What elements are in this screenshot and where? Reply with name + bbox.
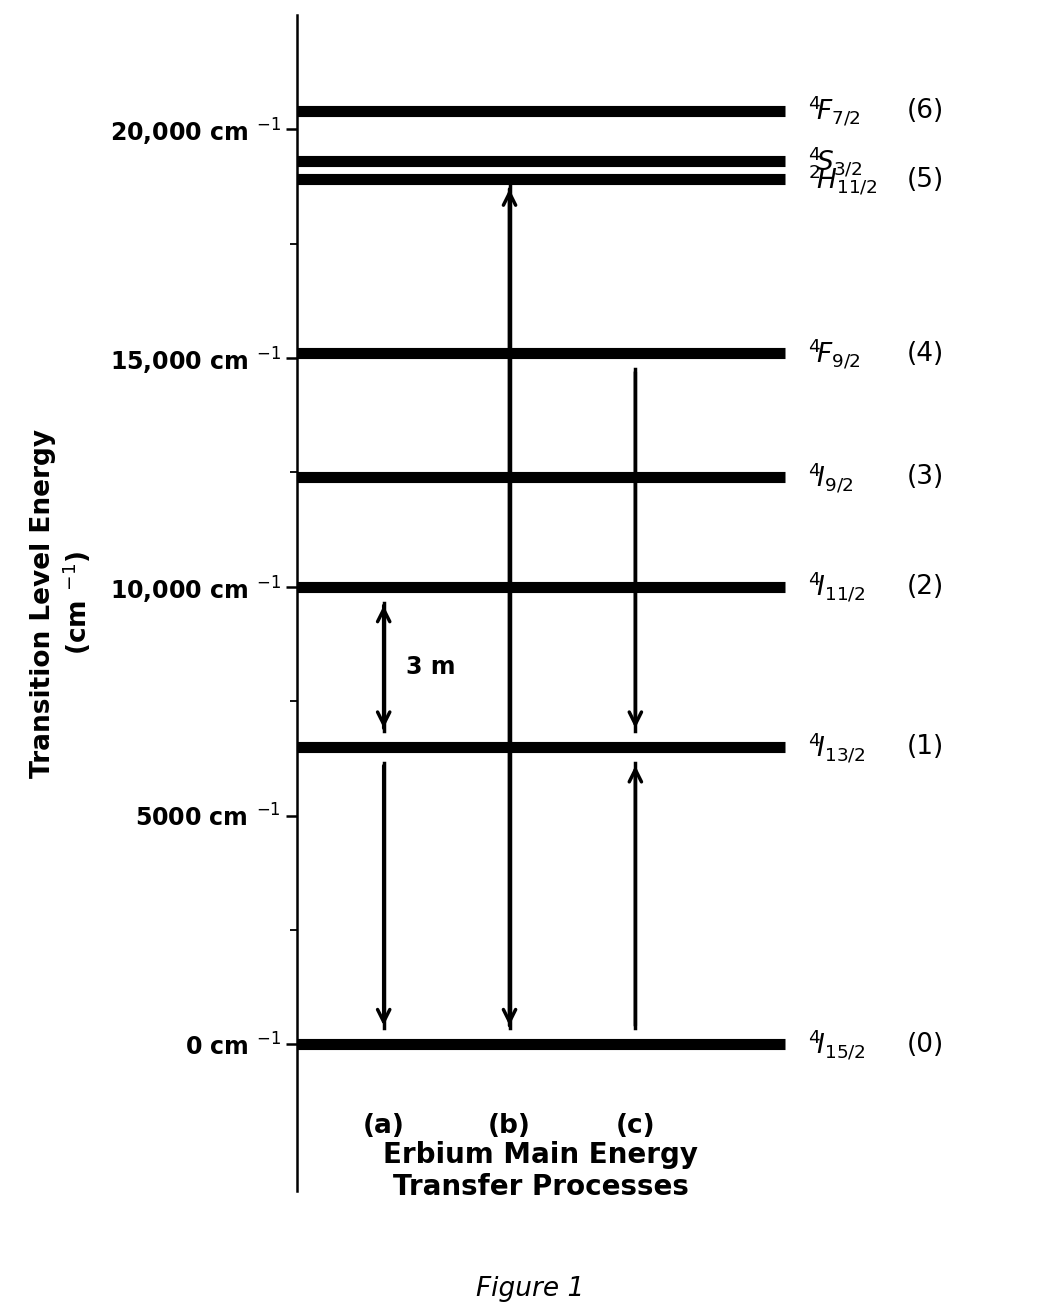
Text: $^4\!\mathit{I}_{13/2}$: $^4\!\mathit{I}_{13/2}$ <box>808 730 865 764</box>
Text: (5): (5) <box>907 167 944 193</box>
Text: $^4\!\mathit{S}_{3/2}$: $^4\!\mathit{S}_{3/2}$ <box>808 145 863 179</box>
Text: $^4\!\mathit{F}_{7/2}$: $^4\!\mathit{F}_{7/2}$ <box>808 93 861 129</box>
Text: (6): (6) <box>907 99 944 124</box>
Text: (b): (b) <box>488 1112 531 1139</box>
Text: 3 m: 3 m <box>406 655 455 679</box>
Text: (3): (3) <box>907 464 944 490</box>
Text: (2): (2) <box>907 573 944 600</box>
Text: (c): (c) <box>615 1112 654 1139</box>
Text: (1): (1) <box>907 734 944 760</box>
Text: Figure 1: Figure 1 <box>475 1276 584 1302</box>
Text: $^4\!\mathit{I}_{11/2}$: $^4\!\mathit{I}_{11/2}$ <box>808 569 865 604</box>
Text: (0): (0) <box>907 1031 944 1057</box>
Text: $^4\!\mathit{I}_{9/2}$: $^4\!\mathit{I}_{9/2}$ <box>808 460 854 494</box>
Text: $^4\!\mathit{F}_{9/2}$: $^4\!\mathit{F}_{9/2}$ <box>808 337 861 371</box>
Y-axis label: Transition Level Energy
(cm $^{-1}$): Transition Level Energy (cm $^{-1}$) <box>30 429 93 777</box>
Text: (a): (a) <box>362 1112 405 1139</box>
Text: (4): (4) <box>907 341 944 367</box>
Text: $^4\!\mathit{I}_{15/2}$: $^4\!\mathit{I}_{15/2}$ <box>808 1027 865 1061</box>
Text: Erbium Main Energy
Transfer Processes: Erbium Main Energy Transfer Processes <box>383 1140 698 1201</box>
Text: $^2\!\mathit{H}_{11/2}$: $^2\!\mathit{H}_{11/2}$ <box>808 163 878 197</box>
